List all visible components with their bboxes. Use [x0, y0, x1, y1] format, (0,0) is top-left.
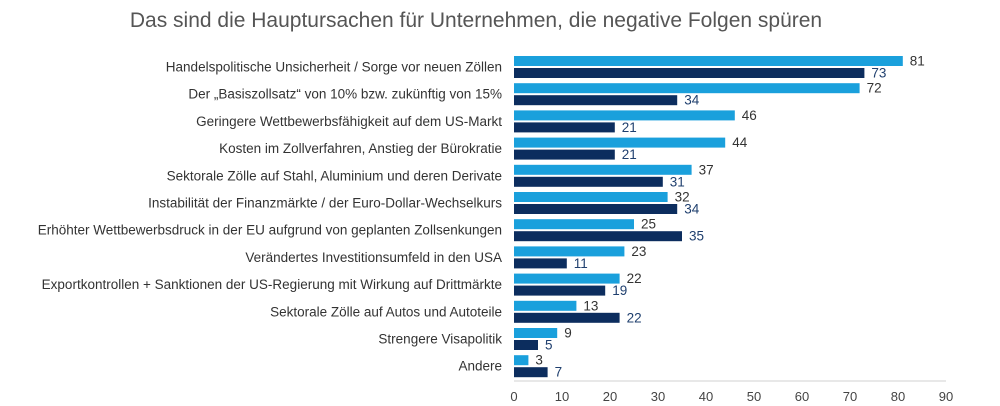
x-tick-label: 40 [699, 389, 713, 404]
x-tick-label: 0 [510, 389, 517, 404]
bar-series-2 [514, 95, 678, 106]
data-label: 23 [631, 244, 646, 259]
data-label: 19 [612, 283, 627, 298]
data-label: 13 [583, 298, 598, 313]
x-tick-label: 50 [747, 389, 761, 404]
chart-title: Das sind die Hauptursachen für Unternehm… [130, 9, 822, 32]
bar-series-2 [514, 149, 615, 160]
category-label: Der „Basiszollsatz“ von 10% bzw. zukünft… [188, 87, 502, 102]
bar-series-2 [514, 122, 615, 133]
bar-series-2 [514, 312, 620, 323]
data-label: 21 [622, 120, 637, 135]
bar-series-1 [514, 246, 625, 257]
bar-series-1 [514, 355, 529, 366]
x-tick-label: 90 [939, 389, 953, 404]
category-label: Kosten im Zollverfahren, Anstieg der Bür… [219, 141, 502, 156]
category-labels: Handelspolitische Unsicherheit / Sorge v… [38, 60, 503, 374]
bar-series-1 [514, 273, 620, 284]
category-label: Verändertes Investitionsumfeld in den US… [245, 250, 502, 265]
category-label: Andere [458, 359, 502, 374]
data-label: 21 [622, 147, 637, 162]
category-label: Instabilität der Finanzmärkte / der Euro… [148, 196, 502, 211]
data-label: 32 [675, 190, 690, 205]
bar-series-1 [514, 83, 860, 94]
x-tick-label: 60 [795, 389, 809, 404]
data-label: 72 [867, 81, 882, 96]
data-label: 9 [564, 326, 572, 341]
bar-series-1 [514, 192, 668, 202]
x-axis: 0 10 20 30 40 50 60 70 80 90 [510, 380, 953, 404]
category-label: Handelspolitische Unsicherheit / Sorge v… [166, 60, 502, 75]
bar-series-2 [514, 231, 682, 242]
x-tick-label: 10 [555, 389, 569, 404]
category-label: Erhöhter Wettbewerbsdruck in der EU aufg… [38, 223, 502, 238]
bar-series-1 [514, 110, 735, 121]
bars-layer [514, 56, 903, 378]
bar-series-2 [514, 285, 606, 296]
x-tick-label: 20 [603, 389, 617, 404]
bar-series-2 [514, 68, 865, 78]
bar-series-1 [514, 137, 726, 148]
data-label: 37 [699, 162, 714, 177]
bar-series-2 [514, 204, 678, 214]
x-tick-label: 80 [891, 389, 905, 404]
data-label: 31 [670, 174, 685, 189]
data-label: 35 [689, 229, 704, 244]
data-label: 34 [684, 93, 700, 108]
x-tick-label: 70 [843, 389, 857, 404]
data-label: 81 [910, 54, 925, 69]
data-label: 46 [742, 108, 757, 123]
data-label: 22 [627, 310, 642, 325]
category-label: Strengere Visapolitik [378, 332, 502, 347]
category-label: Exportkontrollen + Sanktionen der US-Reg… [42, 277, 502, 292]
x-tick-label: 30 [651, 389, 665, 404]
data-label: 34 [684, 202, 700, 217]
bar-series-1 [514, 219, 634, 230]
category-label: Geringere Wettbewerbsfähigkeit auf dem U… [196, 114, 502, 129]
data-label: 3 [535, 353, 543, 368]
bar-series-2 [514, 340, 538, 350]
category-label: Sektorale Zölle auf Stahl, Aluminium und… [167, 168, 502, 183]
data-label: 11 [574, 256, 588, 271]
bar-series-2 [514, 176, 663, 187]
data-label: 22 [627, 271, 642, 286]
bar-series-1 [514, 328, 558, 338]
data-label: 44 [732, 135, 748, 150]
bar-series-1 [514, 56, 903, 66]
category-label: Sektorale Zölle auf Autos und Autoteile [270, 304, 502, 319]
data-label: 25 [641, 217, 656, 232]
bar-series-1 [514, 164, 692, 175]
data-label: 73 [871, 66, 886, 81]
data-label: 5 [545, 338, 553, 353]
data-label: 7 [555, 365, 563, 380]
bar-series-2 [514, 367, 548, 378]
value-labels: 8173723446214421373132342535231122191322… [535, 54, 924, 380]
bar-series-2 [514, 258, 567, 269]
bar-series-1 [514, 300, 577, 311]
